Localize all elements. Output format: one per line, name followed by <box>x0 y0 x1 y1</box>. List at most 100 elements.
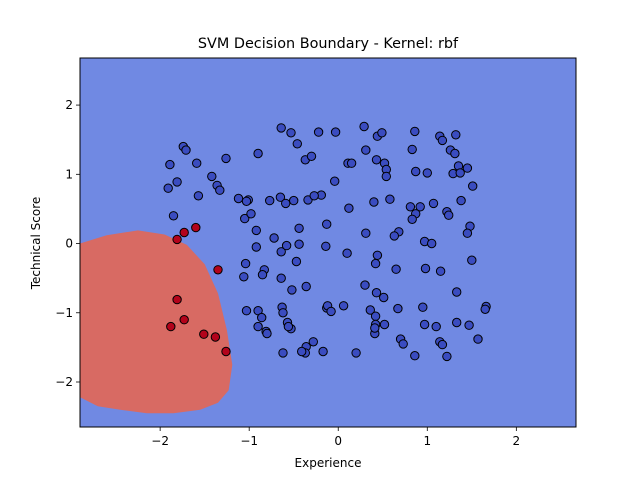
data-point-class-0 <box>322 219 332 229</box>
data-point-class-0 <box>464 320 474 330</box>
data-point-class-1 <box>166 321 176 332</box>
data-point-class-0 <box>427 238 437 249</box>
data-point-class-0 <box>361 228 371 238</box>
data-point-class-1 <box>221 346 231 357</box>
data-point-class-0 <box>393 303 403 314</box>
data-point-class-0 <box>398 339 408 349</box>
y-axis-label: Technical Score <box>29 197 43 291</box>
data-point-class-0 <box>172 177 182 187</box>
data-point-class-0 <box>287 285 297 295</box>
x-tick-label: −2 <box>151 434 169 448</box>
data-point-class-0 <box>370 258 381 269</box>
data-point-class-0 <box>391 264 401 274</box>
data-point-class-0 <box>462 228 473 238</box>
data-point-class-0 <box>309 191 319 201</box>
data-point-class-0 <box>240 258 251 269</box>
data-point-class-0 <box>370 323 380 333</box>
data-point-class-0 <box>253 321 263 332</box>
data-point-class-0 <box>283 321 294 332</box>
data-point-class-0 <box>346 158 357 168</box>
data-point-class-0 <box>437 135 448 146</box>
data-point-class-1 <box>213 265 223 275</box>
data-point-class-0 <box>415 202 425 212</box>
y-axis-ticks: −2 −1 0 1 2 <box>55 98 80 389</box>
data-point-class-0 <box>405 202 416 212</box>
data-point-class-0 <box>360 280 370 290</box>
data-point-class-0 <box>292 139 302 149</box>
data-point-class-0 <box>385 194 395 204</box>
x-tick-label: 0 <box>334 434 342 448</box>
data-point-class-0 <box>381 171 391 182</box>
data-point-class-1 <box>199 329 209 339</box>
data-point-class-1 <box>179 315 189 325</box>
data-point-class-0 <box>276 123 286 133</box>
data-point-class-0 <box>342 248 352 258</box>
x-tick-label: 1 <box>423 434 431 448</box>
x-axis-ticks: −2 −1 0 1 2 <box>151 427 520 448</box>
y-tick-label: −2 <box>55 375 73 389</box>
data-point-class-0 <box>215 185 225 195</box>
data-point-class-0 <box>294 223 304 234</box>
y-tick-label: 1 <box>65 167 73 181</box>
data-point-class-0 <box>420 263 431 274</box>
data-point-class-0 <box>422 168 432 178</box>
data-point-class-0 <box>276 247 286 257</box>
data-point-class-0 <box>321 241 331 252</box>
data-point-class-0 <box>377 128 387 138</box>
data-point-class-0 <box>407 214 417 225</box>
data-point-class-0 <box>410 126 420 137</box>
data-point-class-0 <box>246 209 256 219</box>
data-point-class-0 <box>379 292 389 303</box>
data-point-class-0 <box>450 148 460 159</box>
data-point-class-0 <box>262 328 272 339</box>
data-point-class-0 <box>265 195 275 206</box>
data-point-class-0 <box>442 351 452 362</box>
data-point-class-0 <box>456 195 466 206</box>
data-point-class-0 <box>276 273 286 283</box>
data-point-class-0 <box>451 130 461 140</box>
data-point-class-1 <box>179 227 189 238</box>
data-point-class-0 <box>168 211 179 221</box>
data-point-class-0 <box>257 312 267 323</box>
data-point-class-0 <box>361 145 371 155</box>
data-point-class-0 <box>444 210 454 220</box>
data-point-class-0 <box>278 308 288 318</box>
y-tick-label: −1 <box>55 306 73 320</box>
data-point-class-0 <box>306 151 317 162</box>
data-point-class-0 <box>411 166 421 177</box>
data-point-class-0 <box>251 242 261 252</box>
x-tick-label: −1 <box>240 434 258 448</box>
data-point-class-0 <box>435 266 446 276</box>
data-point-class-1 <box>172 234 182 245</box>
data-point-class-0 <box>239 272 249 282</box>
data-point-class-0 <box>275 192 286 202</box>
data-point-class-0 <box>467 255 477 265</box>
data-point-class-0 <box>289 195 299 206</box>
data-point-class-0 <box>431 321 441 332</box>
data-point-class-0 <box>379 319 390 330</box>
data-point-class-0 <box>452 317 462 328</box>
data-point-class-0 <box>372 250 383 261</box>
data-point-class-0 <box>344 203 354 213</box>
data-point-class-0 <box>371 288 382 298</box>
data-point-class-0 <box>240 213 250 224</box>
data-point-class-0 <box>437 339 448 350</box>
data-point-class-0 <box>163 183 173 193</box>
data-point-class-0 <box>473 334 483 344</box>
data-point-class-0 <box>418 302 428 312</box>
data-point-class-0 <box>241 196 252 207</box>
data-point-class-0 <box>462 163 473 173</box>
data-point-class-0 <box>253 148 263 159</box>
data-point-class-0 <box>480 304 490 314</box>
data-point-class-0 <box>419 319 430 330</box>
chart-title: SVM Decision Boundary - Kernel: rbf <box>198 36 459 52</box>
data-point-class-0 <box>192 158 202 168</box>
data-point-class-0 <box>308 337 318 347</box>
x-tick-label: 2 <box>513 434 521 448</box>
data-point-class-0 <box>407 144 417 155</box>
data-point-class-0 <box>301 281 311 292</box>
plot-frame <box>79 57 577 428</box>
data-point-class-0 <box>291 256 302 267</box>
data-point-class-0 <box>207 171 217 182</box>
data-point-class-0 <box>313 127 324 137</box>
